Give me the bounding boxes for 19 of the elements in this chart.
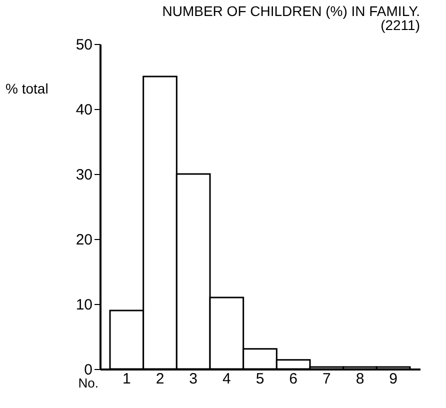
x-tick-label: 7 — [322, 370, 331, 388]
x-tick-label: 1 — [122, 370, 131, 388]
x-tick-label: 8 — [356, 370, 364, 388]
y-tick-label: 30 — [76, 166, 92, 184]
y-tick-label: 20 — [76, 232, 92, 248]
chart-subtitle: (2211) — [380, 17, 420, 33]
x-tick-label: 6 — [289, 370, 298, 388]
y-tick-label: 50 — [76, 36, 92, 54]
x-tick-label: 9 — [389, 370, 398, 388]
x-tick-label: 3 — [189, 370, 198, 388]
x-tick-label: 2 — [156, 370, 164, 388]
y-axis-title: % total — [6, 80, 48, 96]
y-tick-label: 0 — [84, 362, 92, 378]
x-tick-label: 5 — [256, 370, 264, 388]
y-tick-label: 10 — [76, 296, 92, 314]
y-tick-label: 40 — [76, 102, 92, 118]
x-tick-label: 4 — [222, 370, 231, 388]
x-axis-title: No. — [78, 376, 98, 390]
chart-title: NUMBER OF CHILDREN (%) IN FAMILY. — [162, 3, 420, 19]
